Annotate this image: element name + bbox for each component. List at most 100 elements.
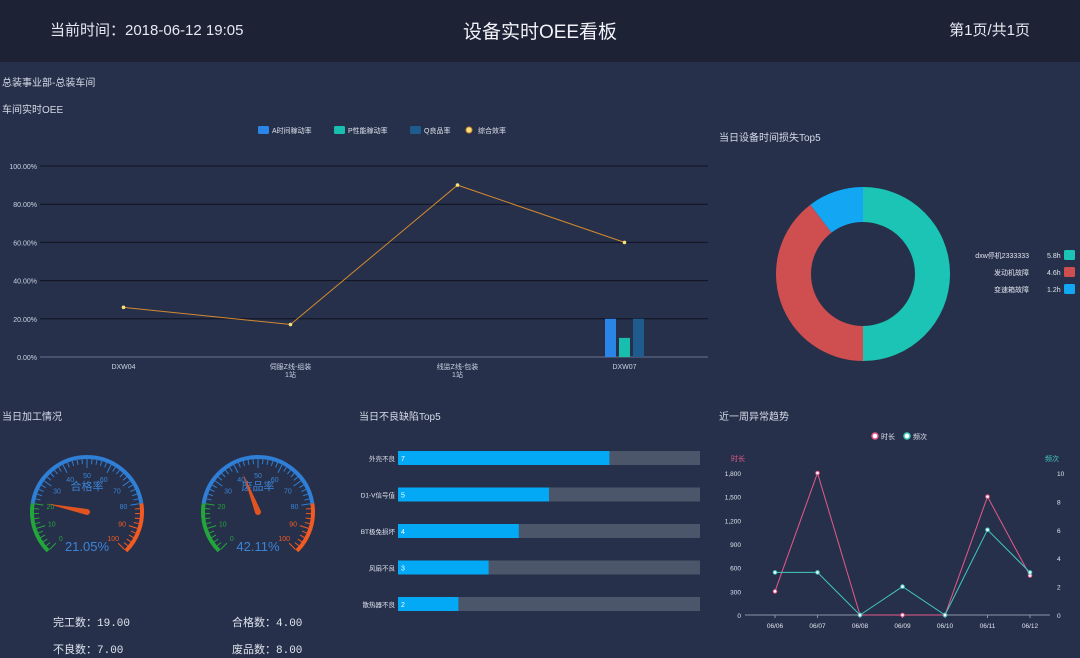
oee-x-tick-wrap: 1站 xyxy=(285,370,296,379)
gauge-tick xyxy=(54,469,58,475)
gauge-tick xyxy=(206,498,212,501)
gauge-tick xyxy=(95,459,98,465)
gauge-tick-label: 0 xyxy=(230,536,234,543)
gauge-tick xyxy=(206,521,212,525)
gauge-tick xyxy=(209,488,215,493)
oee-y-tick: 40.00% xyxy=(13,279,37,286)
loss-section-title: 当日设备时间损失Top5 xyxy=(719,133,821,144)
gauge-tick xyxy=(133,521,139,525)
gauge-band xyxy=(124,503,144,553)
gauge-tick xyxy=(299,525,309,529)
gauge-tick xyxy=(293,480,302,487)
defect-value: 7 xyxy=(401,456,405,463)
oee-bar xyxy=(605,318,616,357)
trend-legend-swatch xyxy=(903,432,911,440)
gauge-tick xyxy=(35,498,41,501)
trend-x-tick: 06/10 xyxy=(937,623,954,630)
loss-legend-swatch xyxy=(1064,250,1075,260)
gauge-tick xyxy=(133,498,139,501)
loss-legend-label: dxw停机2333333 xyxy=(975,251,1029,260)
gauge-tick xyxy=(36,525,46,529)
oee-line-point xyxy=(455,183,460,187)
defect-count: 不良数：7.00 xyxy=(53,645,124,657)
gauge-tick xyxy=(116,469,120,475)
gauge-tick xyxy=(225,469,229,475)
gauge-tick xyxy=(266,459,269,465)
gauge-tick-label: 80 xyxy=(120,504,128,511)
legend-label: P性能稼动率 xyxy=(348,126,388,135)
gauge-tick-label: 60 xyxy=(100,477,108,484)
trend-x-tick: 06/06 xyxy=(767,623,784,630)
current-time: 当前时间：2018-06-12 19:05 xyxy=(50,22,244,39)
defect-section-title: 当日不良缺陷Top5 xyxy=(359,412,441,423)
trend-x-tick: 06/11 xyxy=(980,623,996,630)
gauge-tick xyxy=(76,459,79,465)
oee-bars xyxy=(605,318,644,357)
trend-legend-label: 时长 xyxy=(881,432,895,441)
gauge-tick xyxy=(214,480,223,487)
gauge-tick xyxy=(301,488,307,493)
gauge-tick xyxy=(123,542,129,547)
oee-line-series xyxy=(121,183,627,327)
gauge-tick xyxy=(220,542,228,550)
oee-chart: A时间稼动率 P性能稼动率 Q良品率 综合效率 0.00% 20.00% 40.00% 60… xyxy=(9,126,708,379)
defect-value: 5 xyxy=(401,493,405,500)
oee-line-point xyxy=(288,322,293,327)
gauge-tick xyxy=(302,493,309,497)
trend-x-tick: 06/08 xyxy=(852,623,869,630)
oee-x-tick: DXW04 xyxy=(111,364,135,371)
page-indicator[interactable]: 第1页/共1页 xyxy=(949,22,1030,39)
defect-value: 4 xyxy=(401,529,405,536)
gauge-tick xyxy=(46,476,52,481)
gauge-value: 21.05% xyxy=(65,539,110,554)
gauge-tick-label: 70 xyxy=(113,488,121,495)
gauge-tick-label: 40 xyxy=(66,477,74,484)
trend-y-tick: 300 xyxy=(730,589,741,596)
gauge-tick-label: 40 xyxy=(237,477,245,484)
header-bar: 当前时间：2018-06-12 19:05 设备实时OEE看板 第1页/共1页 xyxy=(0,0,1080,62)
yield-gauge: 0 10 20 30 40 50 60 70 80 90 100 合格率 21.05% xyxy=(30,455,144,554)
gauge-tick-label: 30 xyxy=(53,488,61,495)
gauge-tick xyxy=(275,462,278,468)
gauge-tick xyxy=(294,542,300,547)
legend-label: A时间稼动率 xyxy=(272,126,312,135)
gauge-tick xyxy=(221,473,226,478)
trend-y2-tick: 10 xyxy=(1057,471,1065,478)
page-title: 设备实时OEE看板 xyxy=(462,22,618,43)
gauge-tick-label: 100 xyxy=(107,536,119,543)
defect-bar xyxy=(398,487,549,502)
oee-bar xyxy=(633,318,644,357)
loss-legend: dxw停机2333333 5.8h 发动机故障 4.6h 变速箱故障 1.2h xyxy=(975,250,1075,294)
oee-y-tick: 100.00% xyxy=(9,164,37,171)
gauge-tick xyxy=(211,534,217,538)
gauge-tick xyxy=(62,464,68,474)
gauge-value: 42.11% xyxy=(236,539,280,554)
gauge-tick xyxy=(99,460,103,467)
gauge-tick xyxy=(283,466,287,472)
trend-section-title: 近一周异常趋势 xyxy=(719,412,789,423)
gauge-tick xyxy=(49,542,57,550)
gauge-tick xyxy=(35,521,41,525)
gauge-tick xyxy=(213,538,219,543)
qualified-count: 合格数：4.00 xyxy=(232,618,303,630)
oee-y-tick: 20.00% xyxy=(13,317,37,324)
gauge-hub xyxy=(84,509,90,515)
trend-point-duration xyxy=(900,612,905,618)
gauge-tick xyxy=(50,473,55,478)
gauge-tick xyxy=(270,460,274,467)
trend-point-frequency xyxy=(815,570,820,575)
gauge-tick-label: 60 xyxy=(271,477,279,484)
trend-y-tick: 900 xyxy=(730,542,741,549)
oee-section-title: 车间实时OEE xyxy=(2,105,64,116)
gauge-tick xyxy=(40,534,46,538)
gauge-tick xyxy=(304,498,310,501)
gauge-tick xyxy=(299,484,304,488)
trend-y2-tick: 4 xyxy=(1057,556,1061,563)
oee-y-axis: 0.00% 20.00% 40.00% 60.00% 80.00% 100.00% xyxy=(9,164,37,362)
trend-y-tick: 1,200 xyxy=(725,518,742,525)
trend-x-tick: 06/09 xyxy=(894,623,911,630)
gauge-tick-label: 50 xyxy=(83,473,91,480)
gauge-tick-label: 90 xyxy=(289,521,297,528)
trend-point-frequency xyxy=(900,584,905,589)
